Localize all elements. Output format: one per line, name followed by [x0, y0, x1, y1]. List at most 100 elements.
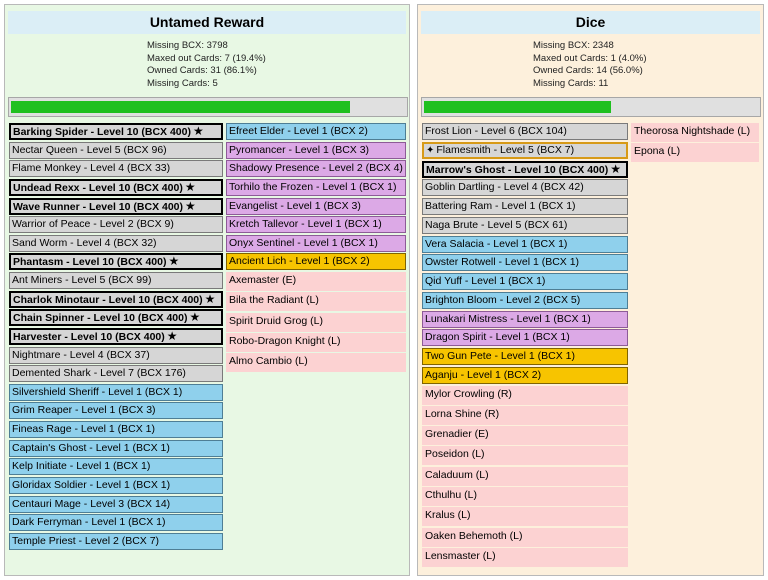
card-kralus[interactable]: Kralus (L) [422, 507, 628, 526]
card-flamesmith[interactable]: ✦ Flamesmith - Level 5 (BCX 7) [422, 142, 628, 159]
progress-bar [421, 97, 761, 117]
card-label: Poseidon (L) [425, 448, 485, 460]
card-bila-the-radiant[interactable]: Bila the Radiant (L) [226, 292, 406, 311]
card-naga-brute[interactable]: Naga Brute - Level 5 (BCX 61) [422, 217, 628, 234]
card-undead-rexx[interactable]: Undead Rexx - Level 10 (BCX 400) ★ [9, 179, 223, 196]
card-axemaster[interactable]: Axemaster (E) [226, 272, 406, 291]
card-kelp-initiate[interactable]: Kelp Initiate - Level 1 (BCX 1) [9, 458, 223, 475]
card-nectar-queen[interactable]: Nectar Queen - Level 5 (BCX 96) [9, 142, 223, 159]
card-sand-worm[interactable]: Sand Worm - Level 4 (BCX 32) [9, 235, 223, 252]
card-vera-salacia[interactable]: Vera Salacia - Level 1 (BCX 1) [422, 236, 628, 253]
progress-fill [424, 101, 611, 113]
card-onyx-sentinel[interactable]: Onyx Sentinel - Level 1 (BCX 1) [226, 235, 406, 252]
card-chain-spinner[interactable]: Chain Spinner - Level 10 (BCX 400) ★ [9, 309, 223, 326]
card-lunakari-mistress[interactable]: Lunakari Mistress - Level 1 (BCX 1) [422, 311, 628, 328]
card-dark-ferryman[interactable]: Dark Ferryman - Level 1 (BCX 1) [9, 514, 223, 531]
card-label: Flame Monkey - Level 4 (BCX 33) [12, 162, 171, 174]
card-kretch-tallevor[interactable]: Kretch Tallevor - Level 1 (BCX 1) [226, 216, 406, 233]
card-two-gun-pete[interactable]: Two Gun Pete - Level 1 (BCX 1) [422, 348, 628, 365]
card-ant-miners[interactable]: Ant Miners - Level 5 (BCX 99) [9, 272, 223, 289]
card-poseidon[interactable]: Poseidon (L) [422, 446, 628, 465]
star-icon: ★ [204, 292, 216, 306]
card-theorosa-nightshade[interactable]: Theorosa Nightshade (L) [631, 123, 759, 142]
card-captain-s-ghost[interactable]: Captain's Ghost - Level 1 (BCX 1) [9, 440, 223, 457]
card-dragon-spirit[interactable]: Dragon Spirit - Level 1 (BCX 1) [422, 329, 628, 346]
card-qid-yuff[interactable]: Qid Yuff - Level 1 (BCX 1) [422, 273, 628, 290]
card-owster-rotwell[interactable]: Owster Rotwell - Level 1 (BCX 1) [422, 254, 628, 271]
card-label: Dark Ferryman - Level 1 (BCX 1) [12, 516, 166, 528]
card-pyromancer[interactable]: Pyromancer - Level 1 (BCX 3) [226, 142, 406, 159]
card-label: Pyromancer - Level 1 (BCX 3) [229, 144, 370, 156]
card-label: Epona (L) [634, 145, 681, 157]
card-mylor-crowling[interactable]: Mylor Crowling (R) [422, 386, 628, 405]
card-evangelist[interactable]: Evangelist - Level 1 (BCX 3) [226, 198, 406, 215]
card-flame-monkey[interactable]: Flame Monkey - Level 4 (BCX 33) [9, 160, 223, 177]
sparkle-icon: ✦ [426, 145, 435, 156]
card-nightmare[interactable]: Nightmare - Level 4 (BCX 37) [9, 347, 223, 364]
card-label: Brighton Bloom - Level 2 (BCX 5) [425, 294, 581, 306]
card-frost-lion[interactable]: Frost Lion - Level 6 (BCX 104) [422, 123, 628, 140]
missing-bcx-stat: Missing BCX: 2348 [533, 40, 614, 51]
missing-bcx-stat: Missing BCX: 3798 [147, 40, 228, 51]
card-label: Theorosa Nightshade (L) [634, 125, 751, 137]
card-oaken-behemoth[interactable]: Oaken Behemoth (L) [422, 528, 628, 547]
card-brighton-bloom[interactable]: Brighton Bloom - Level 2 (BCX 5) [422, 292, 628, 309]
card-charlok-minotaur[interactable]: Charlok Minotaur - Level 10 (BCX 400) ★ [9, 291, 223, 308]
card-label: Almo Cambio (L) [229, 355, 308, 367]
card-cthulhu[interactable]: Cthulhu (L) [422, 487, 628, 506]
card-label: Nightmare - Level 4 (BCX 37) [12, 349, 150, 361]
card-label: Onyx Sentinel - Level 1 (BCX 1) [229, 237, 378, 249]
card-goblin-dartling[interactable]: Goblin Dartling - Level 4 (BCX 42) [422, 179, 628, 196]
card-shadowy-presence[interactable]: Shadowy Presence - Level 2 (BCX 4) [226, 160, 406, 177]
card-centauri-mage[interactable]: Centauri Mage - Level 3 (BCX 14) [9, 496, 223, 513]
card-ancient-lich[interactable]: Ancient Lich - Level 1 (BCX 2) [226, 253, 406, 270]
card-label: Gloridax Soldier - Level 1 (BCX 1) [12, 479, 171, 491]
card-caladuum[interactable]: Caladuum (L) [422, 467, 628, 486]
card-temple-priest[interactable]: Temple Priest - Level 2 (BCX 7) [9, 533, 223, 550]
card-label: Kretch Tallevor - Level 1 (BCX 1) [229, 218, 382, 230]
card-battering-ram[interactable]: Battering Ram - Level 1 (BCX 1) [422, 198, 628, 215]
card-label: Robo-Dragon Knight (L) [229, 335, 341, 347]
card-gloridax-soldier[interactable]: Gloridax Soldier - Level 1 (BCX 1) [9, 477, 223, 494]
card-demented-shark[interactable]: Demented Shark - Level 7 (BCX 176) [9, 365, 223, 382]
card-label: Lensmaster (L) [425, 550, 496, 562]
card-almo-cambio[interactable]: Almo Cambio (L) [226, 353, 406, 372]
card-label: Silvershield Sheriff - Level 1 (BCX 1) [12, 386, 183, 398]
maxed-out-stat: Maxed out Cards: 1 (4.0%) [533, 52, 647, 64]
card-label: Warrior of Peace - Level 2 (BCX 9) [12, 218, 174, 230]
card-label: Evangelist - Level 1 (BCX 3) [229, 200, 361, 212]
card-label: Kralus (L) [425, 509, 471, 521]
card-silvershield-sheriff[interactable]: Silvershield Sheriff - Level 1 (BCX 1) [9, 384, 223, 401]
card-efreet-elder[interactable]: Efreet Elder - Level 1 (BCX 2) [226, 123, 406, 140]
card-lorna-shine[interactable]: Lorna Shine (R) [422, 406, 628, 425]
card-aganju[interactable]: Aganju - Level 1 (BCX 2) [422, 367, 628, 384]
card-label: Spirit Druid Grog (L) [229, 315, 323, 327]
card-label: Fineas Rage - Level 1 (BCX 1) [12, 423, 155, 435]
card-spirit-druid-grog[interactable]: Spirit Druid Grog (L) [226, 313, 406, 332]
card-wave-runner[interactable]: Wave Runner - Level 10 (BCX 400) ★ [9, 198, 223, 215]
card-label: Ant Miners - Level 5 (BCX 99) [12, 274, 152, 286]
card-grim-reaper[interactable]: Grim Reaper - Level 1 (BCX 3) [9, 402, 223, 419]
card-grenadier[interactable]: Grenadier (E) [422, 426, 628, 445]
card-label: Lunakari Mistress - Level 1 (BCX 1) [425, 313, 591, 325]
card-fineas-rage[interactable]: Fineas Rage - Level 1 (BCX 1) [9, 421, 223, 438]
owned-stat: Owned Cards: 31 (86.1%) [147, 65, 257, 76]
card-torhilo-the-frozen[interactable]: Torhilo the Frozen - Level 1 (BCX 1) [226, 179, 406, 196]
card-warrior-of-peace[interactable]: Warrior of Peace - Level 2 (BCX 9) [9, 216, 223, 233]
card-label: Axemaster (E) [229, 274, 297, 286]
card-label: Naga Brute - Level 5 (BCX 61) [425, 219, 568, 231]
card-phantasm[interactable]: Phantasm - Level 10 (BCX 400) ★ [9, 253, 223, 270]
card-harvester[interactable]: Harvester - Level 10 (BCX 400) ★ [9, 328, 223, 345]
card-label: Mylor Crowling (R) [425, 388, 512, 400]
card-epona[interactable]: Epona (L) [631, 143, 759, 162]
card-marrow-s-ghost[interactable]: Marrow's Ghost - Level 10 (BCX 400) ★ [422, 161, 628, 178]
star-icon: ★ [185, 199, 196, 213]
card-robo-dragon-knight[interactable]: Robo-Dragon Knight (L) [226, 333, 406, 352]
card-label: Grenadier (E) [425, 428, 489, 440]
star-icon: ★ [192, 124, 204, 138]
star-icon: ★ [610, 162, 621, 176]
card-barking-spider[interactable]: Barking Spider - Level 10 (BCX 400) ★ [9, 123, 223, 140]
card-label: Aganju - Level 1 (BCX 2) [425, 369, 542, 381]
card-label: Oaken Behemoth (L) [425, 530, 523, 542]
card-lensmaster[interactable]: Lensmaster (L) [422, 548, 628, 567]
